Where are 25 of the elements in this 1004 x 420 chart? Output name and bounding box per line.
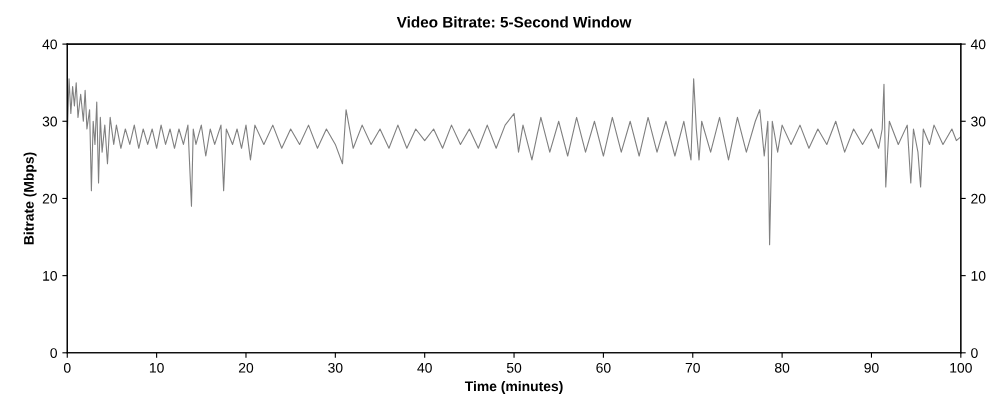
y2-tick-label: 40 [970,39,986,50]
x-tick-label: 50 [506,362,522,373]
x-tick-label: 40 [417,362,432,373]
x-axis-title: Time (minutes) [464,381,563,394]
x-tick-label: 60 [596,362,611,373]
y-axis-title: Bitrate (Mbps) [23,152,37,245]
x-tick-label: 0 [63,362,71,373]
x-tick-label: 30 [328,362,343,373]
line-series [67,78,961,246]
x-tick-label: 70 [685,362,700,373]
x-tick-label: 80 [775,362,790,373]
chart-title: Video Bitrate: 5-Second Window [396,16,632,28]
y2-tick-label: 30 [971,116,986,127]
x-tick-label: 90 [864,362,879,373]
x-tick-label: 100 [950,362,972,373]
x-tick-label: 10 [149,362,164,373]
y2-tick-label: 0 [971,348,978,358]
y2-tick-label: 20 [971,193,986,204]
y-tick-label: 10 [43,270,57,281]
y-tick-label: 40 [42,39,57,50]
y-tick-label: 0 [50,348,57,358]
y-tick-label: 20 [42,193,57,204]
x-tick-label: 20 [238,362,254,373]
y-tick-label: 30 [42,116,57,127]
y2-tick-label: 10 [971,270,986,281]
